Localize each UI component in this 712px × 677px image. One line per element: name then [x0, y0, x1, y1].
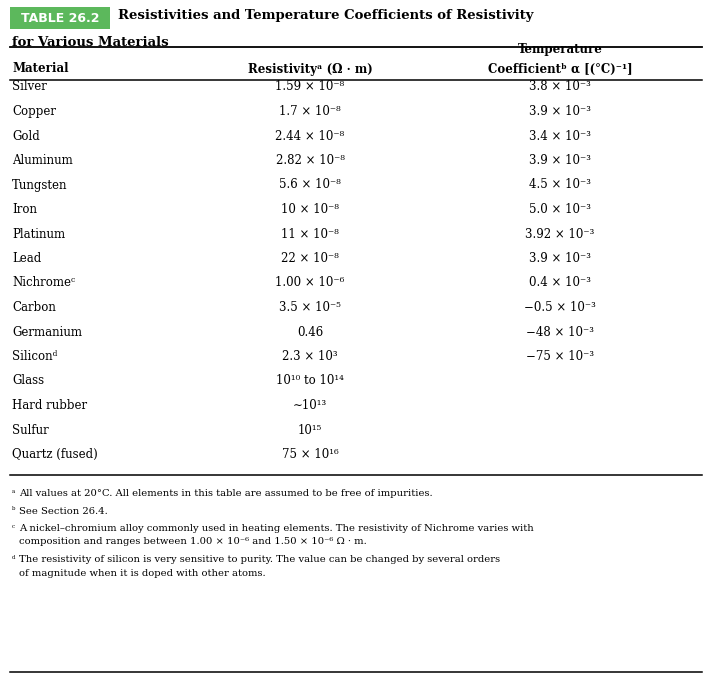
Text: 2.44 × 10⁻⁸: 2.44 × 10⁻⁸ [276, 129, 345, 142]
Text: 1.7 × 10⁻⁸: 1.7 × 10⁻⁸ [279, 105, 341, 118]
Text: 22 × 10⁻⁸: 22 × 10⁻⁸ [281, 252, 339, 265]
Text: Siliconᵈ: Siliconᵈ [12, 350, 58, 363]
Text: Tungsten: Tungsten [12, 179, 68, 192]
Text: of magnitude when it is doped with other atoms.: of magnitude when it is doped with other… [19, 569, 266, 577]
Text: for Various Materials: for Various Materials [12, 37, 169, 49]
Text: 10¹⁰ to 10¹⁴: 10¹⁰ to 10¹⁴ [276, 374, 344, 387]
Text: Quartz (fused): Quartz (fused) [12, 448, 98, 461]
Text: Iron: Iron [12, 203, 37, 216]
Text: Resistivities and Temperature Coefficients of Resistivity: Resistivities and Temperature Coefficien… [118, 9, 533, 22]
Text: Germanium: Germanium [12, 326, 82, 338]
Text: 3.5 × 10⁻⁵: 3.5 × 10⁻⁵ [279, 301, 341, 314]
Text: 3.92 × 10⁻³: 3.92 × 10⁻³ [525, 227, 595, 240]
Text: Aluminum: Aluminum [12, 154, 73, 167]
Text: 3.9 × 10⁻³: 3.9 × 10⁻³ [529, 105, 591, 118]
Text: −0.5 × 10⁻³: −0.5 × 10⁻³ [524, 301, 596, 314]
Text: ᵇ: ᵇ [12, 506, 16, 515]
Text: Platinum: Platinum [12, 227, 65, 240]
Text: Lead: Lead [12, 252, 41, 265]
Text: Material: Material [12, 62, 68, 76]
Text: 3.9 × 10⁻³: 3.9 × 10⁻³ [529, 154, 591, 167]
Text: 5.6 × 10⁻⁸: 5.6 × 10⁻⁸ [279, 179, 341, 192]
Text: Nichromeᶜ: Nichromeᶜ [12, 276, 75, 290]
Text: 75 × 10¹⁶: 75 × 10¹⁶ [282, 448, 338, 461]
Text: 2.82 × 10⁻⁸: 2.82 × 10⁻⁸ [276, 154, 345, 167]
Text: −75 × 10⁻³: −75 × 10⁻³ [526, 350, 594, 363]
Text: Silver: Silver [12, 81, 47, 93]
Text: −48 × 10⁻³: −48 × 10⁻³ [526, 326, 594, 338]
Text: ∼10¹³: ∼10¹³ [293, 399, 327, 412]
Text: ᵈ: ᵈ [12, 555, 16, 564]
Text: 10 × 10⁻⁸: 10 × 10⁻⁸ [281, 203, 339, 216]
Text: 5.0 × 10⁻³: 5.0 × 10⁻³ [529, 203, 591, 216]
Text: composition and ranges between 1.00 × 10⁻⁶ and 1.50 × 10⁻⁶ Ω · m.: composition and ranges between 1.00 × 10… [19, 538, 367, 546]
Text: Hard rubber: Hard rubber [12, 399, 87, 412]
Text: 11 × 10⁻⁸: 11 × 10⁻⁸ [281, 227, 339, 240]
Text: Glass: Glass [12, 374, 44, 387]
Text: 3.8 × 10⁻³: 3.8 × 10⁻³ [529, 81, 591, 93]
Text: 3.9 × 10⁻³: 3.9 × 10⁻³ [529, 252, 591, 265]
Text: Sulfur: Sulfur [12, 424, 48, 437]
Text: 4.5 × 10⁻³: 4.5 × 10⁻³ [529, 179, 591, 192]
Text: 2.3 × 10³: 2.3 × 10³ [282, 350, 337, 363]
Text: Coefficientᵇ α [(°C)⁻¹]: Coefficientᵇ α [(°C)⁻¹] [488, 62, 632, 76]
Text: 10¹⁵: 10¹⁵ [298, 424, 322, 437]
Text: 0.4 × 10⁻³: 0.4 × 10⁻³ [529, 276, 591, 290]
Text: ᶜ: ᶜ [12, 524, 15, 533]
Text: 0.46: 0.46 [297, 326, 323, 338]
Text: ᵃ: ᵃ [12, 489, 15, 498]
Text: 1.00 × 10⁻⁶: 1.00 × 10⁻⁶ [276, 276, 345, 290]
Text: 1.59 × 10⁻⁸: 1.59 × 10⁻⁸ [276, 81, 345, 93]
Text: A nickel–chromium alloy commonly used in heating elements. The resistivity of Ni: A nickel–chromium alloy commonly used in… [19, 524, 534, 533]
Text: The resistivity of silicon is very sensitive to purity. The value can be changed: The resistivity of silicon is very sensi… [19, 555, 500, 564]
Text: 3.4 × 10⁻³: 3.4 × 10⁻³ [529, 129, 591, 142]
Text: All values at 20°C. All elements in this table are assumed to be free of impurit: All values at 20°C. All elements in this… [19, 489, 433, 498]
Text: Resistivityᵃ (Ω · m): Resistivityᵃ (Ω · m) [248, 62, 372, 76]
Text: Temperature: Temperature [518, 43, 602, 56]
Text: TABLE 26.2: TABLE 26.2 [21, 12, 99, 24]
Text: Gold: Gold [12, 129, 40, 142]
Text: Copper: Copper [12, 105, 56, 118]
Text: See Section 26.4.: See Section 26.4. [19, 506, 108, 515]
Text: Carbon: Carbon [12, 301, 56, 314]
FancyBboxPatch shape [10, 7, 110, 29]
